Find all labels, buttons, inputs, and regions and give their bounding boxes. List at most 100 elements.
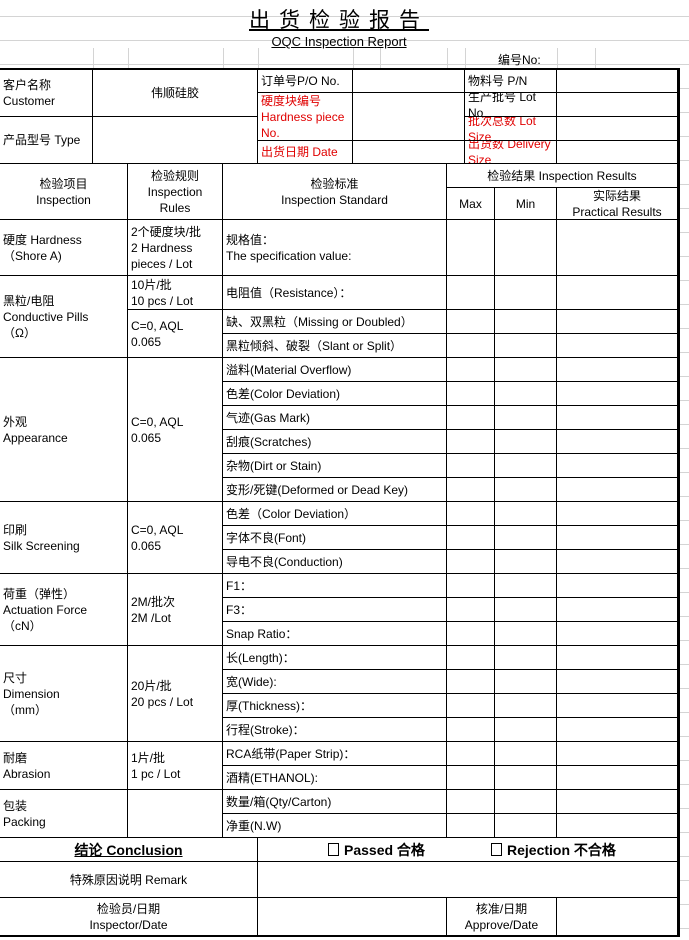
- header-inspection-standard: 检验标准 Inspection Standard: [223, 164, 447, 220]
- max-value-cell[interactable]: [447, 574, 495, 598]
- lot-no-value[interactable]: [557, 93, 678, 117]
- practical-result-cell[interactable]: [557, 406, 678, 430]
- max-value-cell[interactable]: [447, 550, 495, 574]
- min-value-cell[interactable]: [495, 646, 557, 670]
- min-value-cell[interactable]: [495, 622, 557, 646]
- inspector-value[interactable]: [258, 898, 447, 936]
- min-value-cell[interactable]: [495, 358, 557, 382]
- practical-result-cell[interactable]: [557, 550, 678, 574]
- max-value-cell[interactable]: [447, 220, 495, 276]
- min-value-cell[interactable]: [495, 766, 557, 790]
- min-value-cell[interactable]: [495, 502, 557, 526]
- inspection-item: 包装 Packing: [0, 790, 128, 838]
- rejection-checkbox[interactable]: Rejection 不合格: [491, 842, 616, 858]
- passed-checkbox[interactable]: Passed 合格: [328, 842, 425, 858]
- type-value[interactable]: [93, 117, 258, 164]
- min-value-cell[interactable]: [495, 670, 557, 694]
- practical-result-cell[interactable]: [557, 430, 678, 454]
- max-value-cell[interactable]: [447, 646, 495, 670]
- min-value-cell[interactable]: [495, 406, 557, 430]
- min-value-cell[interactable]: [495, 598, 557, 622]
- max-value-cell[interactable]: [447, 526, 495, 550]
- min-value-cell[interactable]: [495, 694, 557, 718]
- max-value-cell[interactable]: [447, 622, 495, 646]
- practical-result-cell[interactable]: [557, 766, 678, 790]
- practical-result-cell[interactable]: [557, 502, 678, 526]
- max-value-cell[interactable]: [447, 694, 495, 718]
- practical-result-cell[interactable]: [557, 742, 678, 766]
- practical-result-cell[interactable]: [557, 718, 678, 742]
- min-value-cell[interactable]: [495, 574, 557, 598]
- min-value-cell[interactable]: [495, 220, 557, 276]
- practical-result-cell[interactable]: [557, 220, 678, 276]
- header-practical-results: 实际结果 Practical Results: [557, 188, 678, 220]
- min-value-cell[interactable]: [495, 550, 557, 574]
- inspection-standard: 字体不良(Font): [223, 526, 447, 550]
- po-value[interactable]: [353, 70, 465, 93]
- min-value-cell[interactable]: [495, 742, 557, 766]
- min-value-cell[interactable]: [495, 310, 557, 334]
- date-value[interactable]: [353, 141, 465, 164]
- practical-result-cell[interactable]: [557, 526, 678, 550]
- practical-result-cell[interactable]: [557, 598, 678, 622]
- inspection-standard: RCA纸带(Paper Strip)：: [223, 742, 447, 766]
- practical-result-cell[interactable]: [557, 478, 678, 502]
- max-value-cell[interactable]: [447, 502, 495, 526]
- min-value-cell[interactable]: [495, 814, 557, 838]
- lot-size-value[interactable]: [557, 117, 678, 141]
- max-value-cell[interactable]: [447, 382, 495, 406]
- practical-result-cell[interactable]: [557, 670, 678, 694]
- header-min: Min: [495, 188, 557, 220]
- min-value-cell[interactable]: [495, 454, 557, 478]
- practical-result-cell[interactable]: [557, 574, 678, 598]
- practical-result-cell[interactable]: [557, 646, 678, 670]
- max-value-cell[interactable]: [447, 790, 495, 814]
- practical-result-cell[interactable]: [557, 276, 678, 310]
- gridline: [93, 48, 94, 68]
- max-value-cell[interactable]: [447, 718, 495, 742]
- max-value-cell[interactable]: [447, 406, 495, 430]
- gridline: [595, 48, 596, 68]
- max-value-cell[interactable]: [447, 358, 495, 382]
- checkbox-icon: [328, 842, 339, 856]
- hardness-piece-value[interactable]: [353, 93, 465, 141]
- max-value-cell[interactable]: [447, 814, 495, 838]
- inspection-rule: C=0, AQL 0.065: [128, 502, 223, 574]
- max-value-cell[interactable]: [447, 478, 495, 502]
- remark-value[interactable]: [258, 862, 678, 898]
- pn-value[interactable]: [557, 70, 678, 93]
- practical-result-cell[interactable]: [557, 814, 678, 838]
- max-value-cell[interactable]: [447, 334, 495, 358]
- approve-value[interactable]: [557, 898, 678, 936]
- inspection-rule: [128, 790, 223, 838]
- practical-result-cell[interactable]: [557, 694, 678, 718]
- min-value-cell[interactable]: [495, 526, 557, 550]
- practical-result-cell[interactable]: [557, 382, 678, 406]
- max-value-cell[interactable]: [447, 766, 495, 790]
- max-value-cell[interactable]: [447, 670, 495, 694]
- customer-value[interactable]: 伟顺硅胶: [93, 70, 258, 117]
- min-value-cell[interactable]: [495, 276, 557, 310]
- max-value-cell[interactable]: [447, 454, 495, 478]
- inspection-standard: 酒精(ETHANOL):: [223, 766, 447, 790]
- max-value-cell[interactable]: [447, 742, 495, 766]
- max-value-cell[interactable]: [447, 598, 495, 622]
- practical-result-cell[interactable]: [557, 310, 678, 334]
- min-value-cell[interactable]: [495, 382, 557, 406]
- min-value-cell[interactable]: [495, 478, 557, 502]
- max-value-cell[interactable]: [447, 310, 495, 334]
- practical-result-cell[interactable]: [557, 334, 678, 358]
- min-value-cell[interactable]: [495, 334, 557, 358]
- conclusion-label: 结论 Conclusion: [0, 838, 258, 862]
- practical-result-cell[interactable]: [557, 622, 678, 646]
- practical-result-cell[interactable]: [557, 790, 678, 814]
- delivery-size-value[interactable]: [557, 141, 678, 164]
- min-value-cell[interactable]: [495, 430, 557, 454]
- min-value-cell[interactable]: [495, 718, 557, 742]
- practical-result-cell[interactable]: [557, 454, 678, 478]
- max-value-cell[interactable]: [447, 430, 495, 454]
- min-value-cell[interactable]: [495, 790, 557, 814]
- practical-result-cell[interactable]: [557, 358, 678, 382]
- max-value-cell[interactable]: [447, 276, 495, 310]
- report-subtitle-text: OQC Inspection Report: [271, 34, 407, 49]
